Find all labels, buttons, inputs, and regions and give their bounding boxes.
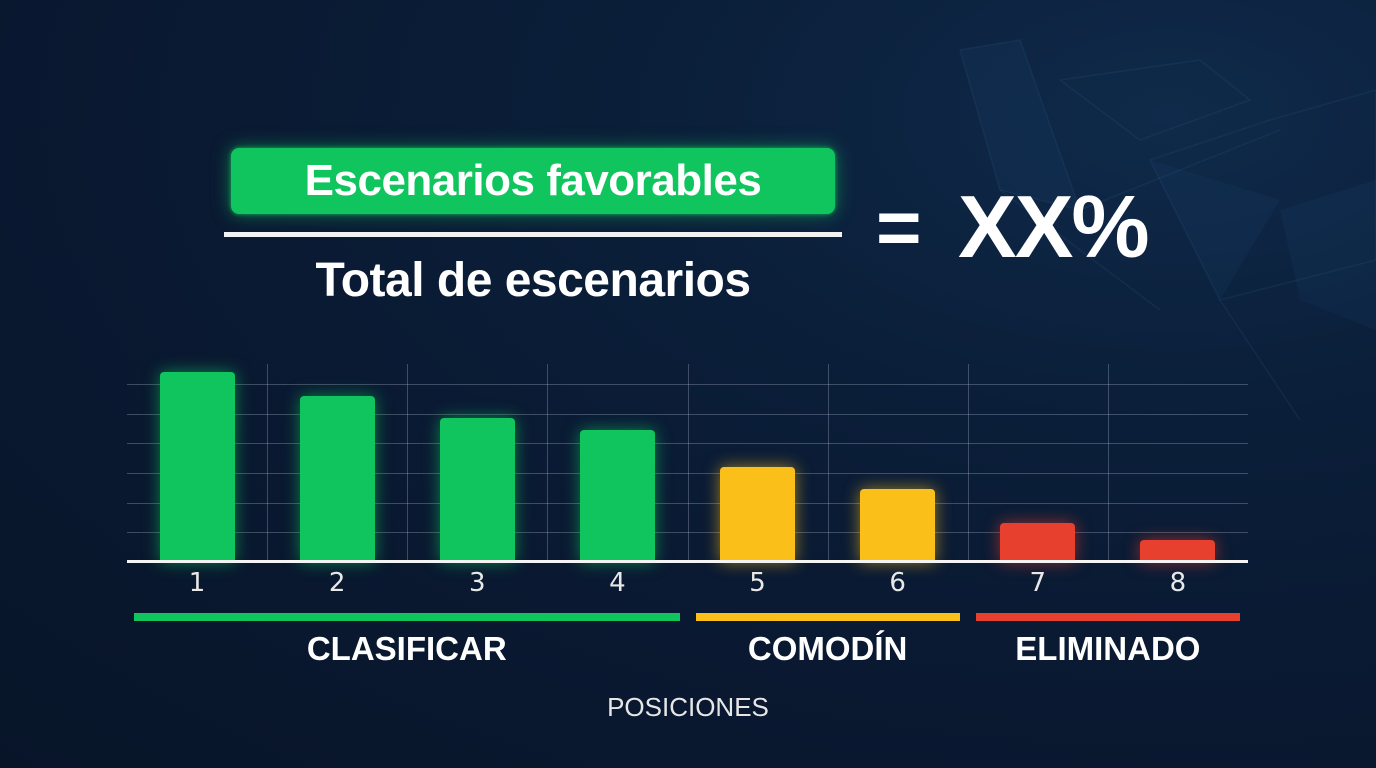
x-axis-label: POSICIONES <box>607 692 769 722</box>
gridline-vertical <box>267 364 269 562</box>
zone-bar-comodín <box>695 613 960 621</box>
gridline-horizontal <box>127 383 1248 385</box>
gridline-horizontal <box>127 443 1248 445</box>
formula-numerator: Escenarios favorables <box>231 148 835 214</box>
x-tick-label: 6 <box>889 568 906 598</box>
gridline-vertical <box>1107 364 1109 562</box>
x-axis-baseline <box>127 560 1248 563</box>
gridline-vertical <box>407 364 409 562</box>
gridline-horizontal <box>127 413 1248 415</box>
formula-denominator: Total de escenarios <box>315 254 751 307</box>
fraction-bar <box>224 232 842 237</box>
bar-position-2 <box>299 395 375 562</box>
zone-label: ELIMINADO <box>1015 630 1201 667</box>
zone-bar-eliminado <box>975 613 1240 621</box>
x-tick-label: 3 <box>469 568 486 598</box>
zone-label: CLASIFICAR <box>306 630 507 667</box>
x-tick-label: 7 <box>1029 568 1047 598</box>
zone-label: COMODÍN <box>747 630 908 667</box>
bar-position-7 <box>1000 523 1076 562</box>
bar-position-1 <box>159 371 235 562</box>
probability-formula: Escenarios favorables Total de escenario… <box>0 0 1376 340</box>
x-tick-label: 5 <box>749 568 766 598</box>
gridline-horizontal <box>127 472 1248 474</box>
x-tick-label: 8 <box>1169 568 1187 598</box>
x-tick-label: 4 <box>609 568 626 598</box>
equals-sign: = <box>876 183 922 271</box>
gridline-vertical <box>967 364 969 562</box>
zone-bar-clasificar <box>134 613 680 621</box>
bar-position-4 <box>579 429 655 562</box>
gridline-vertical <box>547 364 549 562</box>
formula-result: XX% <box>958 177 1150 276</box>
bar-position-5 <box>720 466 796 562</box>
gridline-vertical <box>687 364 689 562</box>
bar-position-8 <box>1140 539 1216 562</box>
gridline-horizontal <box>127 532 1248 534</box>
bar-position-6 <box>860 489 936 562</box>
gridline-vertical <box>827 364 829 562</box>
bar-position-3 <box>439 417 515 562</box>
x-tick-label: 1 <box>188 568 206 598</box>
gridline-horizontal <box>127 502 1248 504</box>
x-tick-label: 2 <box>328 568 346 598</box>
